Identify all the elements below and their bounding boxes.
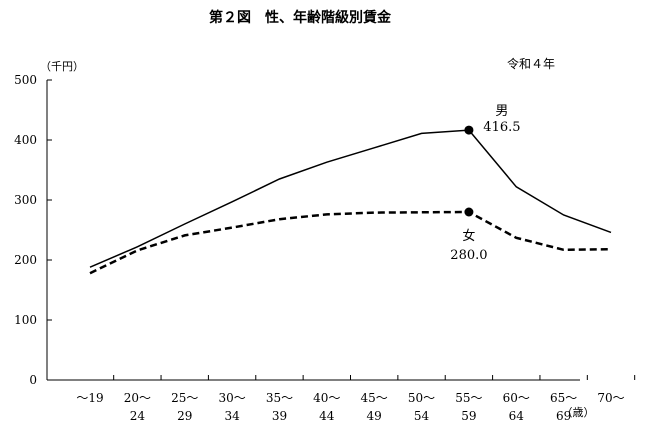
x-tick-label: 40～ <box>313 391 340 405</box>
y-tick-label: 400 <box>14 133 37 147</box>
x-tick-label: 60～ <box>503 391 530 405</box>
x-ticks: ～19 20～ 24 25～ 29 30～ 34 35～ 39 40～ 44 45～ 49 50～ 54 55… <box>76 375 636 423</box>
series-2-value-label: 280.0 <box>450 248 487 263</box>
x-tick-label: 30～ <box>218 391 245 405</box>
y-tick-label: 0 <box>29 373 37 387</box>
x-axis-label: （歳） <box>562 406 595 419</box>
y-ticks: 0 100 200 300 400 500 <box>14 73 52 387</box>
x-tick-label: 20～ <box>124 391 151 405</box>
series-1-name: 男 <box>495 104 508 119</box>
x-tick-label-2: 59 <box>461 409 476 423</box>
x-tick-label-2: 29 <box>177 409 192 423</box>
series-2-highlight-point <box>464 207 474 217</box>
x-tick-label-2: 34 <box>224 409 240 423</box>
x-tick-label-2: 64 <box>509 409 525 423</box>
y-tick-label: 500 <box>14 73 37 87</box>
x-tick-label: ～19 <box>76 391 103 405</box>
x-tick-label: 50～ <box>408 391 435 405</box>
series-1-value-label: 416.5 <box>483 120 520 135</box>
x-tick-label-2: 69 <box>556 409 571 423</box>
x-tick-label: 70～ <box>597 391 624 405</box>
x-tick-label-2: 39 <box>272 409 287 423</box>
y-tick-label: 200 <box>14 253 37 267</box>
x-tick-label-2: 54 <box>414 409 430 423</box>
series-1-highlight-point <box>464 125 474 135</box>
x-tick-label: 35～ <box>266 391 293 405</box>
y-tick-label: 100 <box>14 313 37 327</box>
series-2-name: 女 <box>462 228 475 244</box>
x-tick-label: 25～ <box>171 391 198 405</box>
series-line-1 <box>89 129 612 268</box>
series-line-2 <box>89 210 612 275</box>
y-tick-label: 300 <box>14 193 37 207</box>
x-tick-label-2: 49 <box>367 409 382 423</box>
x-tick-label: 45～ <box>361 391 388 405</box>
chart-subtitle: 令和４年 <box>507 56 555 71</box>
x-tick-label-2: 24 <box>130 409 146 423</box>
x-tick-label: 55～ <box>455 391 482 405</box>
chart-title: 第２図 性、年齢階級別賃金 <box>209 9 392 26</box>
x-tick-label-2: 44 <box>319 409 335 423</box>
x-tick-label: 65～ <box>550 391 577 405</box>
y-axis-label: （千円） <box>40 60 84 73</box>
